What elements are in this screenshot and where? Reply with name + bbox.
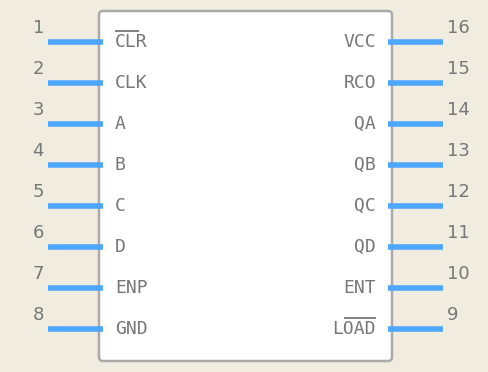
Text: GND: GND [115,320,148,338]
Text: 5: 5 [33,183,44,201]
FancyBboxPatch shape [99,11,392,361]
Text: 15: 15 [447,60,470,78]
Text: QC: QC [354,197,376,215]
Text: QB: QB [354,156,376,174]
Text: 12: 12 [447,183,470,201]
Text: ENP: ENP [115,279,148,297]
Text: 9: 9 [447,306,459,324]
Text: B: B [115,156,126,174]
Text: 11: 11 [447,224,470,242]
Text: 4: 4 [33,142,44,160]
Text: D: D [115,238,126,256]
Text: C: C [115,197,126,215]
Text: 1: 1 [33,19,44,37]
Text: QA: QA [354,115,376,133]
Text: CLR: CLR [115,33,148,51]
Text: CLK: CLK [115,74,148,92]
Text: A: A [115,115,126,133]
Text: 2: 2 [33,60,44,78]
Text: 7: 7 [33,265,44,283]
Text: 8: 8 [33,306,44,324]
Text: QD: QD [354,238,376,256]
Text: RCO: RCO [344,74,376,92]
Text: 6: 6 [33,224,44,242]
Text: ENT: ENT [344,279,376,297]
Text: 13: 13 [447,142,470,160]
Text: VCC: VCC [344,33,376,51]
Text: 16: 16 [447,19,470,37]
Text: 3: 3 [33,101,44,119]
Text: 14: 14 [447,101,470,119]
Text: 10: 10 [447,265,469,283]
Text: LOAD: LOAD [332,320,376,338]
